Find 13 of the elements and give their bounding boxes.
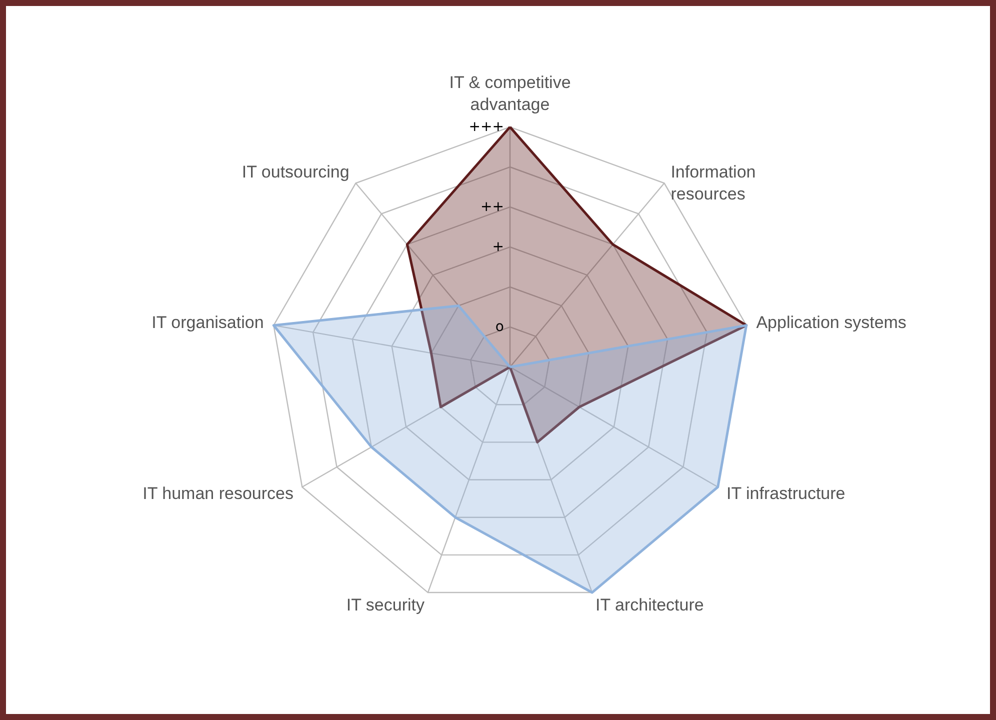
spoke-label: IT human resources <box>142 484 294 503</box>
y-tick-label: +++ <box>468 119 504 135</box>
spoke-label: Information resources <box>670 162 756 204</box>
y-tick-label: + <box>492 239 504 255</box>
spoke-label: IT & competitive advantage <box>449 73 571 114</box>
spoke-label: IT architecture <box>596 596 704 615</box>
spoke-label: IT infrastructure <box>726 484 846 503</box>
spoke-label: IT outsourcing <box>242 162 350 182</box>
spoke-label: IT organisation <box>152 312 264 332</box>
spoke-label: Application systems <box>756 312 906 332</box>
y-tick-label: ++ <box>480 199 504 215</box>
spoke-label: IT security <box>346 596 425 615</box>
y-tick-label: o <box>495 319 504 335</box>
